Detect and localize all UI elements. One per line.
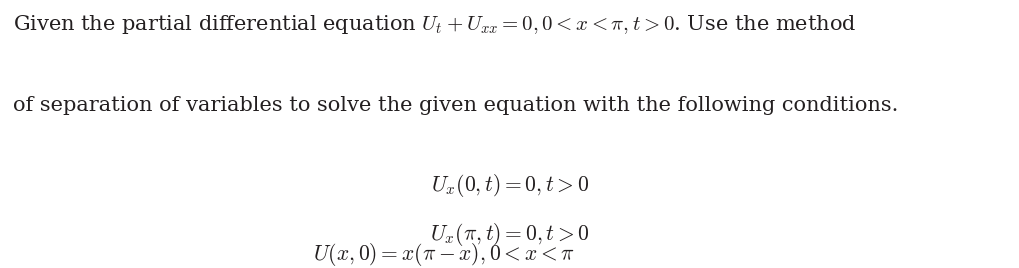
Text: Given the partial differential equation $U_t + U_{xx} = 0, 0 < x < \pi, t > 0$. : Given the partial differential equation … bbox=[13, 13, 856, 36]
Text: of separation of variables to solve the given equation with the following condit: of separation of variables to solve the … bbox=[13, 96, 898, 116]
Text: $U(x, 0) = x(\pi - x), 0 < x < \pi$: $U(x, 0) = x(\pi - x), 0 < x < \pi$ bbox=[313, 241, 574, 268]
Text: $U_x(\pi, t) = 0, t > 0$: $U_x(\pi, t) = 0, t > 0$ bbox=[430, 221, 589, 248]
Text: $U_x(0, t) = 0, t > 0$: $U_x(0, t) = 0, t > 0$ bbox=[430, 172, 589, 199]
